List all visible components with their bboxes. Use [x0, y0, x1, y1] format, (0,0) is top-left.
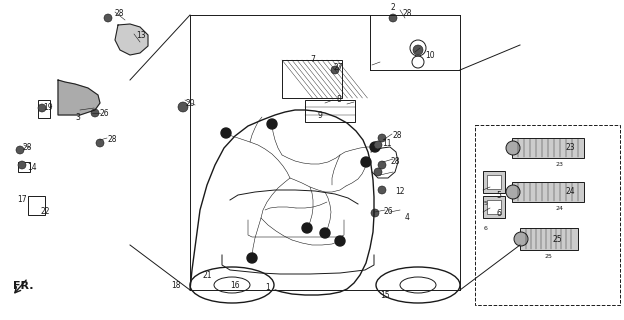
Text: 7: 7: [311, 55, 316, 65]
Circle shape: [18, 161, 26, 169]
Circle shape: [378, 161, 386, 169]
Text: 5: 5: [497, 190, 502, 199]
Text: 20: 20: [185, 100, 195, 108]
Text: 15: 15: [380, 292, 390, 300]
Circle shape: [378, 134, 386, 142]
Polygon shape: [115, 24, 148, 55]
Text: 6: 6: [497, 210, 502, 219]
Text: 26: 26: [99, 108, 109, 117]
Bar: [38, 100, 50, 118]
Text: 3: 3: [76, 113, 80, 122]
Text: 8: 8: [336, 95, 341, 105]
Text: 11: 11: [383, 139, 392, 148]
Text: 23: 23: [556, 162, 564, 167]
Text: 12: 12: [395, 188, 405, 196]
Text: 28: 28: [22, 143, 32, 153]
Circle shape: [413, 45, 423, 55]
Bar: [475, 125, 620, 305]
Bar: [520, 228, 578, 250]
Text: 28: 28: [390, 157, 400, 166]
Circle shape: [389, 14, 397, 22]
Text: 19: 19: [43, 103, 53, 113]
Text: 28: 28: [392, 131, 402, 140]
Text: 26: 26: [383, 207, 393, 217]
Polygon shape: [58, 80, 100, 115]
Circle shape: [506, 185, 520, 199]
Bar: [305, 100, 355, 122]
Text: 18: 18: [171, 281, 181, 290]
Circle shape: [38, 104, 46, 112]
Circle shape: [16, 146, 24, 154]
Text: 13: 13: [136, 31, 146, 41]
Circle shape: [361, 157, 371, 167]
Circle shape: [506, 141, 520, 155]
Text: 25: 25: [544, 254, 552, 259]
Text: 21: 21: [202, 270, 212, 279]
Circle shape: [96, 139, 104, 147]
Circle shape: [178, 102, 188, 112]
Text: 22: 22: [41, 206, 50, 215]
Bar: [512, 138, 584, 158]
Text: 24: 24: [556, 206, 564, 211]
Text: 17: 17: [17, 196, 27, 204]
Bar: [282, 60, 342, 98]
Text: 28: 28: [107, 135, 117, 145]
Circle shape: [247, 253, 257, 263]
Bar: [487, 200, 501, 214]
Text: 10: 10: [425, 51, 435, 60]
Circle shape: [331, 66, 339, 74]
Text: 9: 9: [318, 110, 323, 119]
Text: 5: 5: [484, 201, 488, 206]
Circle shape: [104, 14, 112, 22]
Bar: [512, 182, 584, 202]
Text: 23: 23: [565, 143, 575, 153]
Circle shape: [320, 228, 330, 238]
Text: 25: 25: [552, 236, 562, 244]
Circle shape: [370, 142, 380, 152]
Bar: [28, 196, 45, 215]
Bar: [483, 171, 505, 193]
Circle shape: [371, 209, 379, 217]
Text: 1: 1: [266, 284, 270, 292]
Circle shape: [221, 128, 231, 138]
Text: 6: 6: [484, 226, 488, 231]
Text: 28: 28: [114, 9, 124, 18]
Circle shape: [335, 236, 345, 246]
Bar: [18, 162, 30, 172]
Circle shape: [302, 223, 312, 233]
Text: 14: 14: [27, 164, 37, 172]
Text: 2: 2: [391, 4, 396, 12]
Text: 4: 4: [404, 213, 409, 222]
Circle shape: [374, 141, 382, 149]
Text: 28: 28: [402, 9, 412, 18]
Text: 27: 27: [333, 63, 343, 73]
Circle shape: [267, 119, 277, 129]
Bar: [487, 175, 501, 189]
Text: 24: 24: [565, 188, 575, 196]
Text: 16: 16: [230, 281, 240, 290]
Bar: [483, 196, 505, 218]
Circle shape: [374, 168, 382, 176]
Circle shape: [378, 186, 386, 194]
Circle shape: [91, 109, 99, 117]
Text: FR.: FR.: [12, 281, 33, 291]
Circle shape: [514, 232, 528, 246]
